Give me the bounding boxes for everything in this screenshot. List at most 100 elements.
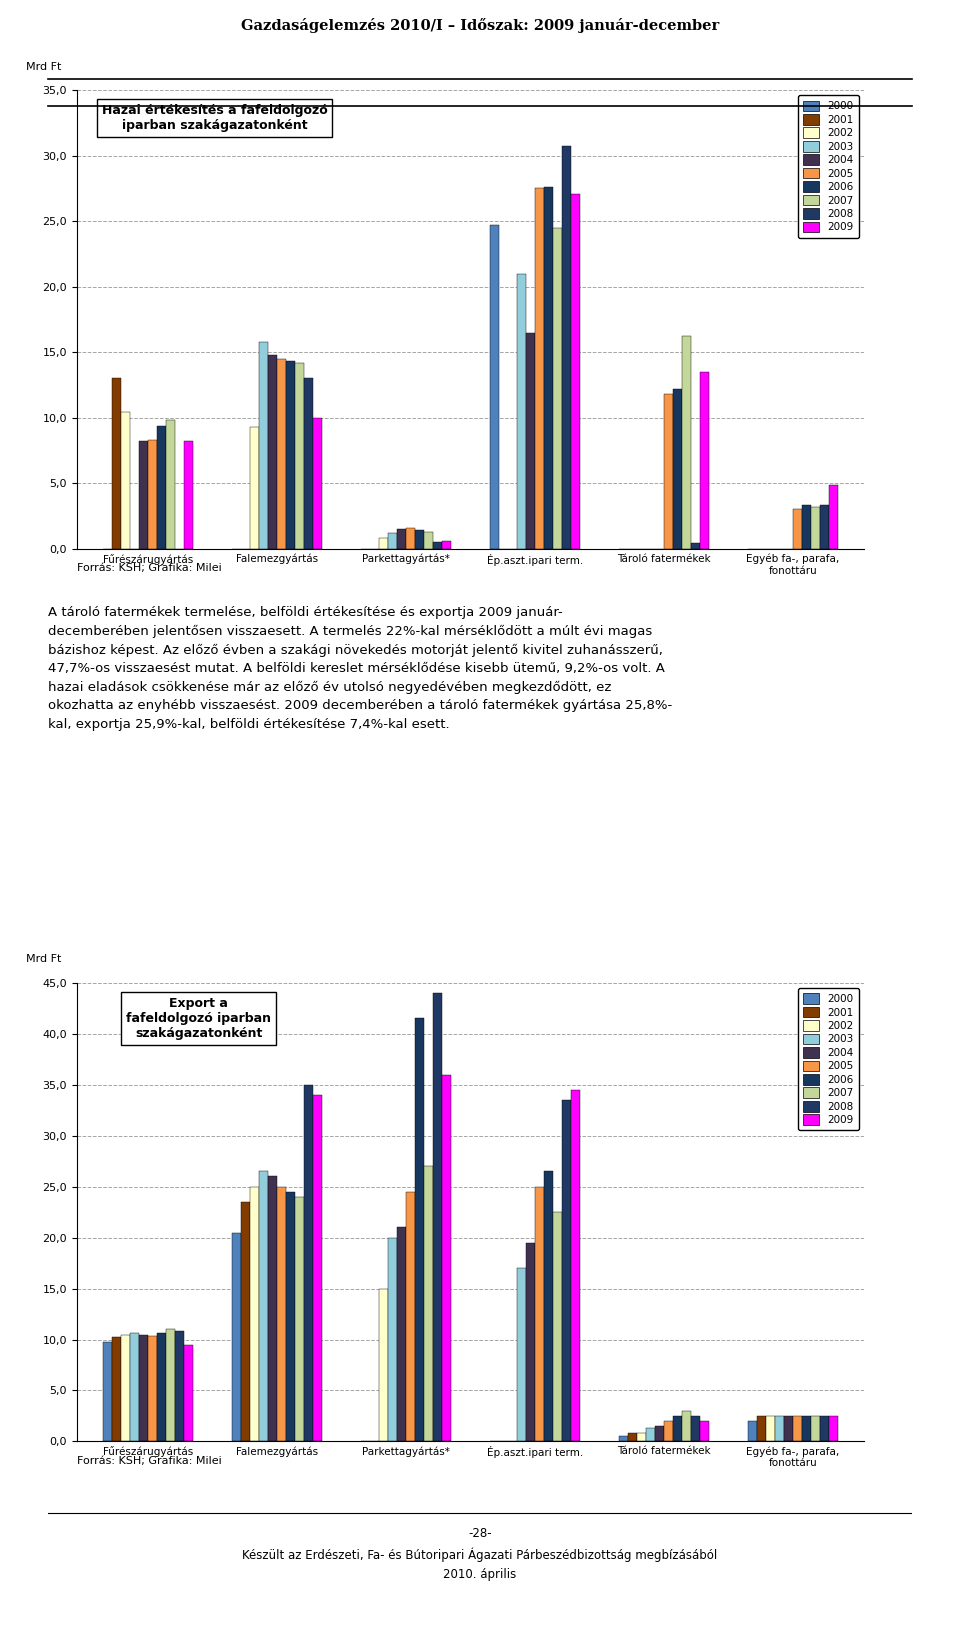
Bar: [406, 527, 415, 549]
Bar: [646, 1428, 655, 1441]
Bar: [820, 506, 829, 549]
Bar: [313, 1094, 322, 1441]
Bar: [276, 359, 286, 549]
Bar: [259, 1171, 268, 1441]
Bar: [619, 1437, 628, 1441]
Bar: [433, 542, 442, 549]
Text: Mrd Ft: Mrd Ft: [26, 62, 61, 72]
Bar: [103, 1342, 111, 1441]
Bar: [130, 1333, 139, 1441]
Text: -28-
Készült az Erdészeti, Fa- és Bútoripari Ágazati Párbeszédbizottság megbízás: -28- Készült az Erdészeti, Fa- és Bútori…: [242, 1527, 718, 1581]
Bar: [516, 1268, 526, 1441]
Bar: [111, 1338, 121, 1441]
Bar: [268, 1176, 276, 1441]
Text: Hazai értékesítés a fafeldolgozó
iparban szakágazatonként: Hazai értékesítés a fafeldolgozó iparban…: [102, 103, 327, 131]
Bar: [415, 531, 424, 549]
Bar: [664, 395, 673, 549]
Bar: [148, 1337, 156, 1441]
Bar: [544, 187, 553, 549]
Text: Forrás: KSH; Grafika: Milei: Forrás: KSH; Grafika: Milei: [77, 1456, 222, 1466]
Bar: [286, 1192, 295, 1441]
Bar: [379, 1289, 388, 1441]
Bar: [304, 378, 313, 549]
Bar: [636, 1433, 646, 1441]
Bar: [268, 355, 276, 549]
Bar: [748, 1422, 756, 1441]
Text: Forrás: KSH; Grafika: Milei: Forrás: KSH; Grafika: Milei: [77, 563, 222, 573]
Bar: [388, 532, 396, 549]
Bar: [286, 362, 295, 549]
Bar: [406, 1192, 415, 1441]
Bar: [756, 1415, 766, 1441]
Bar: [562, 146, 571, 549]
Bar: [424, 532, 433, 549]
Bar: [121, 1335, 130, 1441]
Bar: [682, 336, 691, 549]
Bar: [148, 441, 156, 549]
Bar: [139, 441, 148, 549]
Bar: [231, 1232, 241, 1441]
Bar: [415, 1019, 424, 1441]
Bar: [829, 1415, 838, 1441]
Bar: [121, 413, 130, 549]
Bar: [553, 1212, 562, 1441]
Bar: [793, 509, 802, 549]
Text: Gazdaságelemzés 2010/I – Időszak: 2009 január-december: Gazdaságelemzés 2010/I – Időszak: 2009 j…: [241, 18, 719, 33]
Bar: [766, 1415, 775, 1441]
Bar: [259, 342, 268, 549]
Bar: [802, 506, 811, 549]
Bar: [156, 426, 166, 549]
Bar: [250, 428, 259, 549]
Bar: [526, 333, 535, 549]
Bar: [442, 541, 451, 549]
Bar: [396, 529, 406, 549]
Bar: [295, 362, 304, 549]
Bar: [313, 418, 322, 549]
Bar: [442, 1075, 451, 1441]
Bar: [553, 228, 562, 549]
Bar: [691, 1415, 700, 1441]
Bar: [295, 1197, 304, 1441]
Bar: [571, 1089, 580, 1441]
Bar: [802, 1415, 811, 1441]
Bar: [775, 1415, 784, 1441]
Bar: [424, 1166, 433, 1441]
Bar: [793, 1415, 802, 1441]
Bar: [250, 1186, 259, 1441]
Bar: [544, 1171, 553, 1441]
Bar: [184, 1345, 193, 1441]
Bar: [700, 372, 709, 549]
Bar: [784, 1415, 793, 1441]
Bar: [820, 1415, 829, 1441]
Bar: [111, 378, 121, 549]
Bar: [700, 1422, 709, 1441]
Bar: [535, 1186, 544, 1441]
Bar: [139, 1335, 148, 1441]
Bar: [691, 544, 700, 549]
Bar: [388, 1238, 396, 1441]
Bar: [166, 1330, 175, 1441]
Bar: [664, 1422, 673, 1441]
Bar: [535, 188, 544, 549]
Bar: [628, 1433, 636, 1441]
Bar: [184, 441, 193, 549]
Bar: [433, 993, 442, 1441]
Bar: [673, 388, 682, 549]
Bar: [571, 193, 580, 549]
Bar: [562, 1101, 571, 1441]
Bar: [241, 1202, 250, 1441]
Legend: 2000, 2001, 2002, 2003, 2004, 2005, 2006, 2007, 2008, 2009: 2000, 2001, 2002, 2003, 2004, 2005, 2006…: [798, 95, 859, 238]
Bar: [526, 1243, 535, 1441]
Bar: [829, 485, 838, 549]
Bar: [673, 1415, 682, 1441]
Bar: [811, 1415, 820, 1441]
Text: Mrd Ft: Mrd Ft: [26, 955, 61, 965]
Text: Export a
fafeldolgozó iparban
szakágazatonként: Export a fafeldolgozó iparban szakágazat…: [127, 996, 272, 1040]
Bar: [655, 1427, 664, 1441]
Bar: [276, 1186, 286, 1441]
Bar: [811, 506, 820, 549]
Legend: 2000, 2001, 2002, 2003, 2004, 2005, 2006, 2007, 2008, 2009: 2000, 2001, 2002, 2003, 2004, 2005, 2006…: [798, 988, 859, 1130]
Bar: [396, 1227, 406, 1441]
Bar: [379, 539, 388, 549]
Bar: [490, 224, 499, 549]
